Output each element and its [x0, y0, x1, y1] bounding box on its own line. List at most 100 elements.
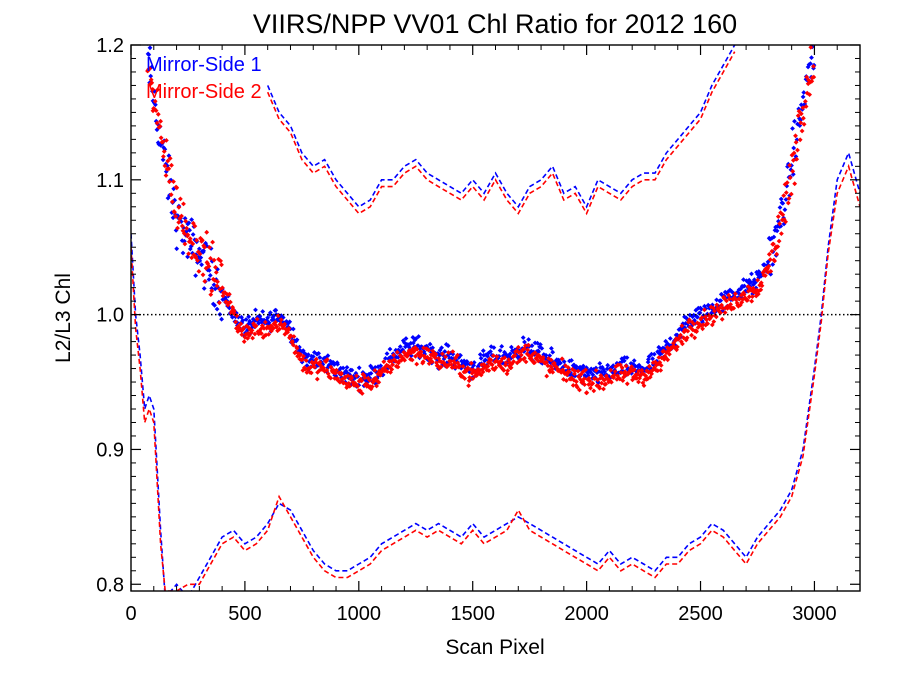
- mirror-side-2-point: [655, 368, 661, 374]
- mirror-side-2-point: [689, 332, 694, 338]
- mirror-side-1-point: [520, 335, 526, 340]
- mirror-side-2-point: [290, 342, 296, 348]
- x-tick-label: 3000: [792, 603, 837, 625]
- mirror-side-2-point: [548, 364, 554, 369]
- mirror-side-1-point: [198, 255, 204, 260]
- mirror-side-2-point: [609, 379, 614, 385]
- mirror-side-1-point: [727, 287, 733, 293]
- mirror-side-2-point: [286, 326, 292, 331]
- mirror-side-2-point: [173, 213, 178, 219]
- mirror-side-1-point: [206, 268, 212, 273]
- mirror-side-2-point: [624, 381, 630, 387]
- mirror-side-2-point: [798, 111, 804, 117]
- mirror-side-1-point: [148, 73, 154, 79]
- mirror-side-1-point: [265, 315, 271, 321]
- mirror-side-2-point: [711, 319, 717, 324]
- mirror-side-1-point: [349, 367, 355, 373]
- mirror-side-2-point: [518, 352, 524, 358]
- mirror-side-2-point: [778, 210, 783, 216]
- mirror-side-2-point: [167, 156, 173, 161]
- mirror-side-2-point: [381, 359, 387, 365]
- mirror-side-1-point: [574, 364, 579, 369]
- mirror-side-1-point: [485, 353, 490, 359]
- mirror-side-2-point: [438, 364, 444, 370]
- mirror-side-2-point: [161, 154, 166, 159]
- mirror-side-2-point: [208, 292, 214, 297]
- mirror-side-2-point: [414, 347, 420, 352]
- mirror-side-1-point: [746, 280, 752, 286]
- mirror-side-1-point: [800, 94, 806, 100]
- mirror-side-2-point: [189, 255, 195, 261]
- mirror-side-2-point: [184, 225, 189, 231]
- mirror-side-1-point: [427, 341, 433, 347]
- mirror-side-2-point: [235, 329, 241, 334]
- mirror-side-2-point: [705, 321, 710, 327]
- mirror-side-2-point: [671, 343, 676, 349]
- mirror-side-2-point: [811, 64, 816, 69]
- mirror-side-1-point: [208, 246, 214, 251]
- mirror-side-2-point: [780, 212, 786, 218]
- mirror-side-2-point: [178, 196, 183, 202]
- mirror-side-2-point: [218, 258, 223, 264]
- mirror-side-2-point: [153, 108, 159, 113]
- mirror-side-2-point: [204, 229, 210, 235]
- mirror-side-2-point: [574, 379, 579, 384]
- x-axis-label: Scan Pixel: [445, 636, 544, 659]
- mirror-side-2-point: [227, 291, 232, 297]
- mirror-side-1-point: [207, 273, 213, 278]
- mirror-side-2-point: [673, 338, 678, 343]
- mirror-side-2-point: [473, 369, 479, 374]
- mirror-side-2-point: [491, 353, 496, 358]
- mirror-side-2-point: [166, 166, 172, 172]
- mirror-side-1-point: [160, 157, 166, 163]
- mirror-side-2-point: [619, 365, 625, 371]
- mirror-side-1-point: [182, 216, 188, 221]
- axis-ticks: 0 500 1000 1500 2000 2500 3000 0.8 0.9 1.0 1.1 1.2: [96, 35, 860, 625]
- mirror-side-2-point: [197, 251, 203, 257]
- mirror-side-2-point: [694, 329, 699, 334]
- mirror-side-1-point: [478, 355, 484, 361]
- mirror-side-1-point: [212, 302, 217, 308]
- mirror-side-1-point: [596, 369, 602, 374]
- mirror-side-1-point: [273, 307, 279, 313]
- mirror-side-2-point: [503, 360, 509, 365]
- mirror-side-2-point: [680, 341, 685, 347]
- mirror-side-2-point: [160, 139, 166, 145]
- mirror-side-2-point: [719, 316, 725, 322]
- mirror-side-2-point: [161, 149, 167, 154]
- mirror-side-1-point: [651, 351, 657, 357]
- mirror-side-2-point: [157, 123, 163, 129]
- mirror-side-2-point: [807, 92, 812, 97]
- mirror-side-1-point: [219, 316, 224, 322]
- mirror-side-2-point: [526, 342, 531, 348]
- mirror-side-1-point: [752, 280, 758, 285]
- mirror-side-2-point: [262, 319, 268, 325]
- mirror-side-2-point: [643, 373, 649, 379]
- mirror-side-2-point: [355, 383, 360, 389]
- mirror-side-2-point: [459, 374, 465, 379]
- mirror-side-1-point: [243, 317, 249, 322]
- mirror-side-2-point: [434, 360, 439, 366]
- mirror-side-2-point: [544, 359, 549, 365]
- mirror-side-2-point: [759, 283, 765, 289]
- mirror-side-2-point: [511, 359, 516, 364]
- x-tick-label: 500: [228, 603, 261, 625]
- mirror-side-2-point: [274, 324, 280, 330]
- mirror-side-2-point: [518, 357, 523, 362]
- mirror-side-2-point: [354, 373, 359, 379]
- x-tick-label: 1500: [450, 603, 495, 625]
- mirror-side-1-point: [336, 367, 342, 373]
- mirror-side-2-point: [712, 308, 717, 314]
- mirror-side-2-point: [364, 382, 370, 387]
- mirror-side-2-point: [709, 314, 715, 319]
- mirror-side-1-point: [180, 250, 186, 256]
- mirror-side-1-point: [168, 177, 174, 183]
- mirror-side-2-point: [174, 185, 180, 191]
- mirror-side-2-point: [241, 325, 246, 331]
- mirror-side-2-point: [464, 368, 470, 373]
- mirror-side-2-point: [359, 391, 365, 396]
- mirror-side-1-point: [649, 351, 654, 357]
- mirror-side-1-point: [718, 298, 724, 303]
- mirror-side-1-point: [294, 337, 300, 343]
- chart-title: VIIRS/NPP VV01 Chl Ratio for 2012 160: [253, 9, 737, 39]
